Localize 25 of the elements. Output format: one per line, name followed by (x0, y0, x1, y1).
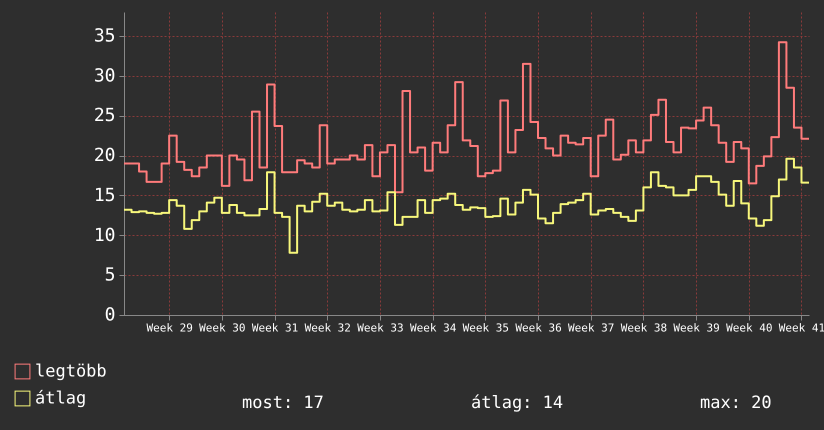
x-tick-label: Week 32 (304, 322, 351, 334)
text: most: 17 (242, 393, 324, 413)
x-tick-label: Week 39 (673, 322, 720, 334)
text: max: 20 (700, 393, 772, 413)
legend-label: átlag (35, 388, 86, 408)
y-tick-label: 20 (94, 145, 116, 166)
x-tick-label: Week 40 (726, 322, 772, 334)
x-tick-label: Week 37 (568, 322, 614, 334)
x-tick-label: Week 38 (620, 322, 668, 334)
text: átlag: 14 (471, 393, 564, 413)
x-tick-label: Week 36 (515, 322, 562, 334)
x-tick-label: Week 34 (410, 322, 457, 334)
y-tick-label: 5 (104, 264, 116, 286)
y-tick-label: 15 (94, 184, 116, 206)
x-tick-label: Week 29 (146, 322, 193, 334)
x-tick-label: Week 35 (462, 322, 509, 334)
y-tick-label: 35 (94, 25, 116, 46)
x-tick-label: Week 31 (252, 322, 298, 334)
y-tick-label: 25 (94, 105, 116, 126)
y-tick-label: 30 (94, 65, 116, 86)
legend-label: legtöbb (35, 362, 107, 382)
x-tick-label: Week 30 (199, 322, 246, 334)
y-tick-label: 0 (104, 304, 116, 326)
x-tick-label: Week 33 (357, 322, 404, 334)
y-tick-label: 10 (94, 224, 116, 246)
